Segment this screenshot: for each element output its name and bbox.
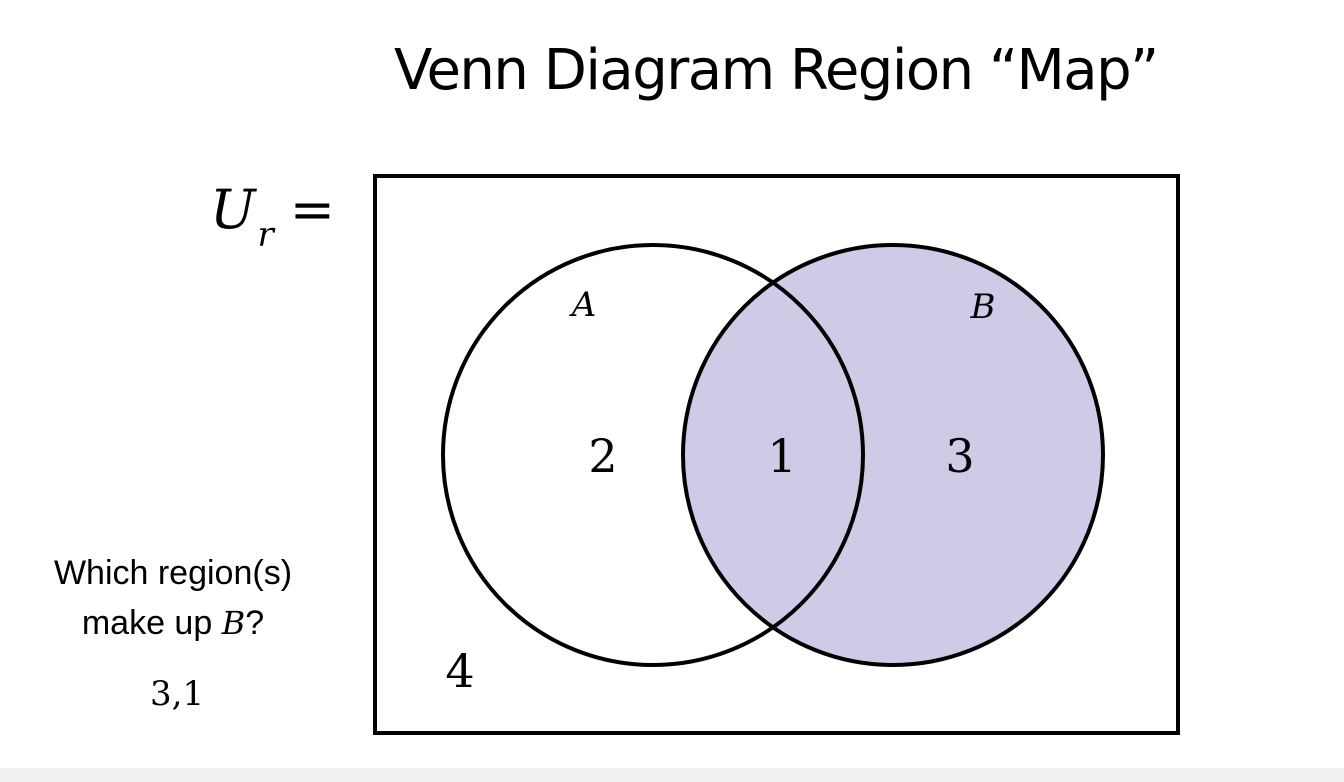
region-label-b-only: 3	[945, 429, 974, 483]
universe-subscript: r	[257, 215, 274, 255]
set-b-circle	[681, 243, 1105, 667]
universe-equals: =	[289, 178, 336, 241]
question-line-2: make up B?	[0, 598, 346, 648]
set-b-label: B	[970, 287, 996, 327]
slide-title: Venn Diagram Region “Map”	[394, 38, 1159, 103]
set-b-shading	[683, 245, 1103, 665]
question-prefix: make up	[81, 604, 222, 642]
region-label-intersection: 1	[767, 429, 796, 483]
universe-symbol: U	[210, 178, 256, 241]
region-label-outside: 4	[445, 644, 474, 698]
question-variable: B	[221, 604, 246, 642]
region-label-a-only: 2	[588, 429, 617, 483]
set-a-label: A	[569, 285, 597, 325]
universe-label: Ur =	[210, 178, 336, 255]
question-line-1: Which region(s)	[53, 554, 293, 592]
answer-text: 3,1	[150, 674, 205, 714]
bottom-strip	[0, 768, 1344, 782]
question-suffix: ?	[245, 604, 265, 642]
set-a-circle	[441, 243, 865, 667]
question-text: Which region(s) make up B?	[0, 548, 346, 648]
